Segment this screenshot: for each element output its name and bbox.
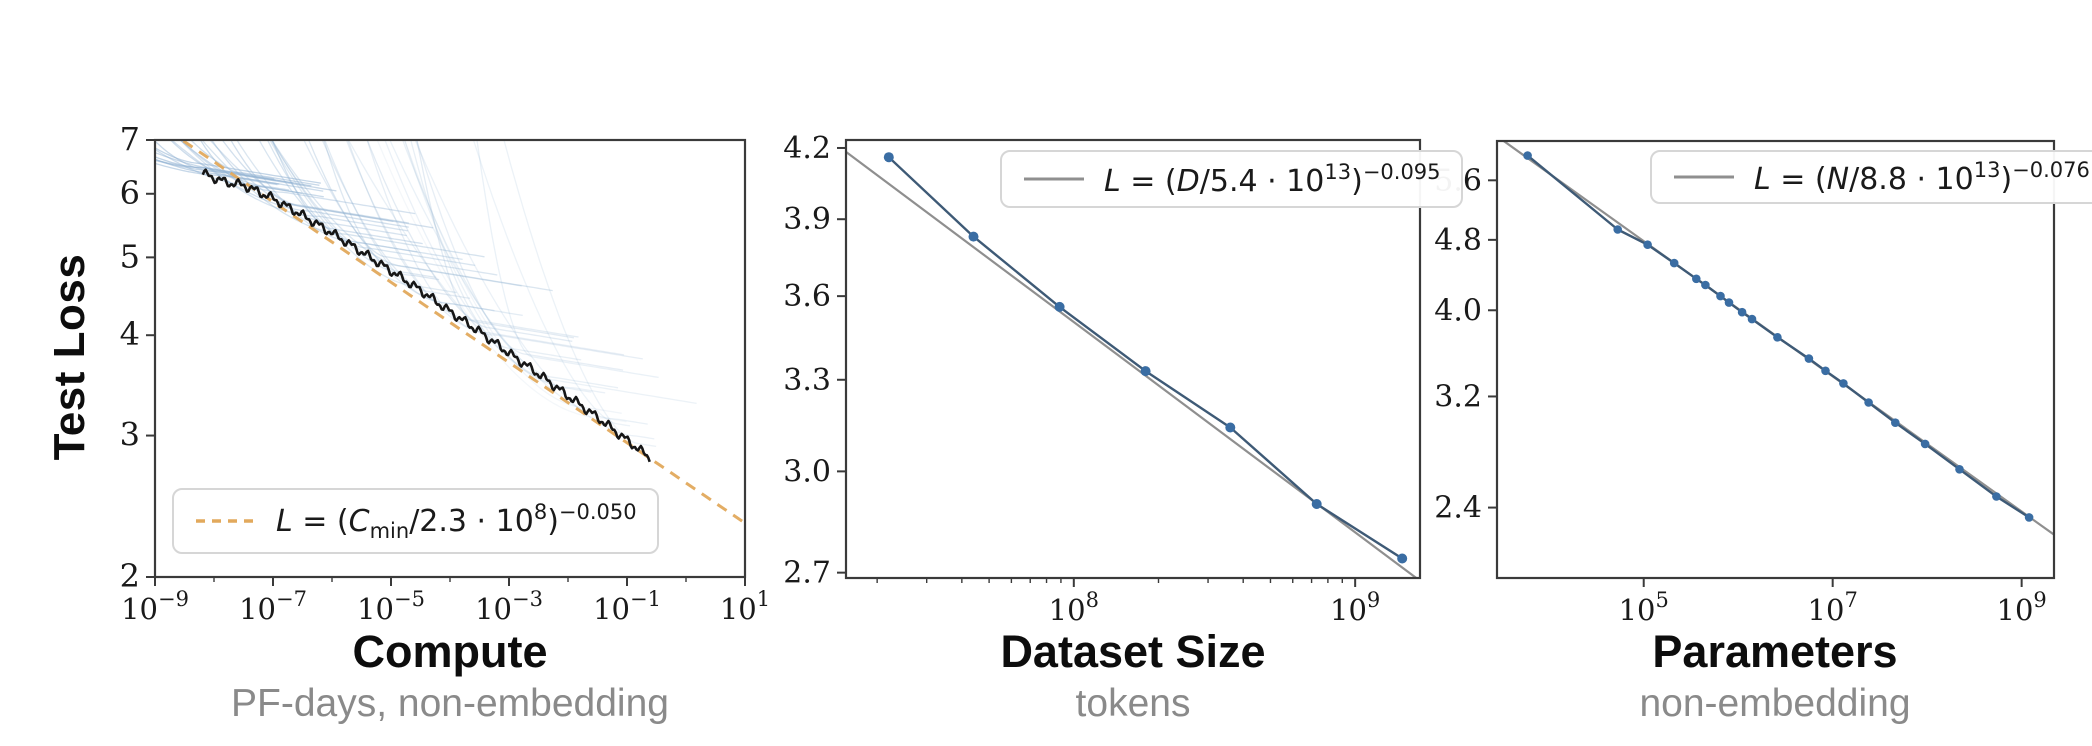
compute-axis-title: Compute (352, 626, 548, 677)
compute-axis-subtitle: PF-days, non-embedding (231, 682, 669, 725)
svg-text:109: 109 (1997, 588, 2047, 627)
parameters-fit-formula: L = (N/8.8 · 1013)−0.076 (1754, 157, 2090, 197)
svg-text:10−9: 10−9 (121, 587, 189, 626)
svg-text:6: 6 (120, 174, 140, 212)
dataset-fit-legend: L = (D/5.4 · 1013)−0.095 (1000, 150, 1463, 208)
svg-text:4.8: 4.8 (1434, 223, 1482, 258)
svg-text:2.4: 2.4 (1434, 491, 1482, 526)
svg-text:3.6: 3.6 (783, 279, 831, 314)
compute-loss-chart: 10−9 10−7 10−5 10−3 10−1 101 7 6 5 4 3 2 (120, 120, 771, 626)
svg-text:3.2: 3.2 (1434, 379, 1482, 414)
dataset-axis-subtitle: tokens (1075, 682, 1191, 725)
parameters-fit-line-sample-icon (1672, 171, 1736, 183)
svg-text:3.9: 3.9 (783, 202, 831, 237)
svg-text:4: 4 (120, 315, 140, 353)
compute-fit-formula: L = (Cmin/2.3 · 108)−0.050 (276, 499, 637, 543)
compute-fit-legend: L = (Cmin/2.3 · 108)−0.050 (172, 488, 659, 554)
svg-text:10−7: 10−7 (239, 587, 307, 626)
dataset-axis-title: Dataset Size (1000, 626, 1266, 677)
svg-text:108: 108 (1049, 588, 1099, 627)
svg-text:2.7: 2.7 (783, 556, 831, 591)
svg-text:109: 109 (1330, 588, 1380, 627)
dataset-fit-formula: L = (D/5.4 · 1013)−0.095 (1104, 159, 1441, 199)
parameters-fit-legend: L = (N/8.8 · 1013)−0.076 (1650, 150, 2092, 204)
svg-text:10−1: 10−1 (593, 587, 661, 626)
svg-text:3: 3 (120, 416, 140, 454)
svg-text:3.0: 3.0 (783, 454, 831, 489)
dataset-fit-line-sample-icon (1022, 173, 1086, 185)
svg-text:7: 7 (120, 120, 140, 158)
compute-fit-line-sample-icon (194, 515, 258, 527)
svg-text:10−3: 10−3 (475, 587, 543, 626)
svg-text:107: 107 (1808, 588, 1858, 627)
svg-text:105: 105 (1619, 588, 1669, 627)
parameters-axis-subtitle: non-embedding (1639, 682, 1911, 725)
svg-text:4.0: 4.0 (1434, 293, 1482, 328)
dataset-size-loss-chart: 108 109 4.2 3.9 3.6 3.3 3.0 2.7 (783, 131, 1422, 627)
svg-text:101: 101 (720, 587, 770, 626)
svg-text:2: 2 (120, 557, 140, 595)
svg-text:10−5: 10−5 (357, 587, 425, 626)
svg-text:4.2: 4.2 (783, 131, 831, 166)
parameters-loss-chart: 1051071095.64.84.03.22.4 (1434, 139, 2056, 627)
parameters-axis-title: Parameters (1652, 626, 1898, 677)
svg-text:5: 5 (120, 237, 140, 275)
svg-text:3.3: 3.3 (783, 363, 831, 398)
